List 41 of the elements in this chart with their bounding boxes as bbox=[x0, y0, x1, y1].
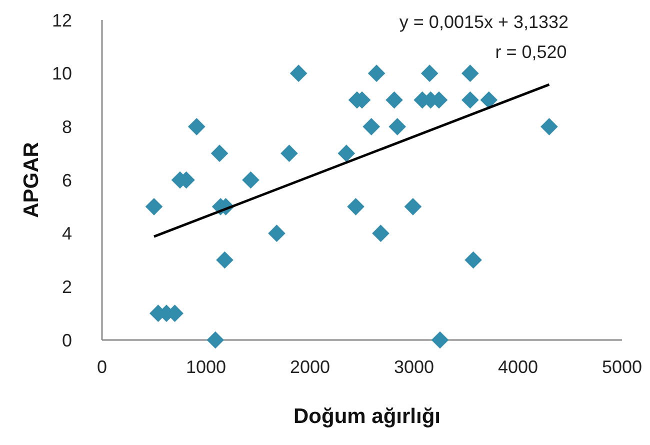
point bbox=[210, 144, 228, 162]
point bbox=[464, 251, 482, 269]
y-tick-label: 2 bbox=[62, 276, 72, 297]
point bbox=[216, 251, 234, 269]
point bbox=[388, 118, 406, 136]
y-axis-title: APGAR bbox=[20, 142, 43, 218]
y-tick-label: 8 bbox=[62, 116, 72, 137]
point bbox=[362, 118, 380, 136]
y-tick-label: 10 bbox=[52, 64, 72, 84]
x-tick-label: 5000 bbox=[602, 357, 642, 377]
point bbox=[242, 171, 260, 189]
x-tick-label: 2000 bbox=[290, 357, 330, 377]
point bbox=[386, 91, 403, 109]
point bbox=[462, 91, 479, 109]
x-tick-label: 4000 bbox=[498, 357, 538, 377]
point bbox=[280, 144, 298, 162]
point bbox=[338, 144, 356, 162]
annotation: y = 0,0015x + 3,1332 bbox=[399, 12, 569, 32]
point bbox=[188, 118, 206, 136]
point bbox=[368, 64, 386, 82]
x-tick-label: 0 bbox=[96, 357, 108, 377]
y-tick-label: 12 bbox=[52, 10, 72, 30]
annotation: r = 0,520 bbox=[495, 42, 567, 62]
point bbox=[431, 331, 449, 349]
y-tick-label: 4 bbox=[62, 224, 72, 244]
y-tick-label: 0 bbox=[62, 330, 72, 350]
y-tick-label: 6 bbox=[62, 170, 72, 190]
x-tick-label: 3000 bbox=[394, 357, 434, 377]
point bbox=[347, 198, 364, 216]
point bbox=[480, 91, 498, 109]
point bbox=[290, 64, 308, 82]
x-tick-label: 1000 bbox=[186, 357, 226, 377]
point bbox=[206, 331, 224, 349]
x-axis-title: Doğum ağırlığı bbox=[294, 405, 440, 428]
point bbox=[372, 224, 390, 242]
point bbox=[404, 198, 422, 216]
point bbox=[145, 198, 163, 216]
point bbox=[420, 64, 438, 82]
point bbox=[540, 118, 558, 136]
point bbox=[462, 64, 479, 82]
point bbox=[268, 224, 286, 242]
